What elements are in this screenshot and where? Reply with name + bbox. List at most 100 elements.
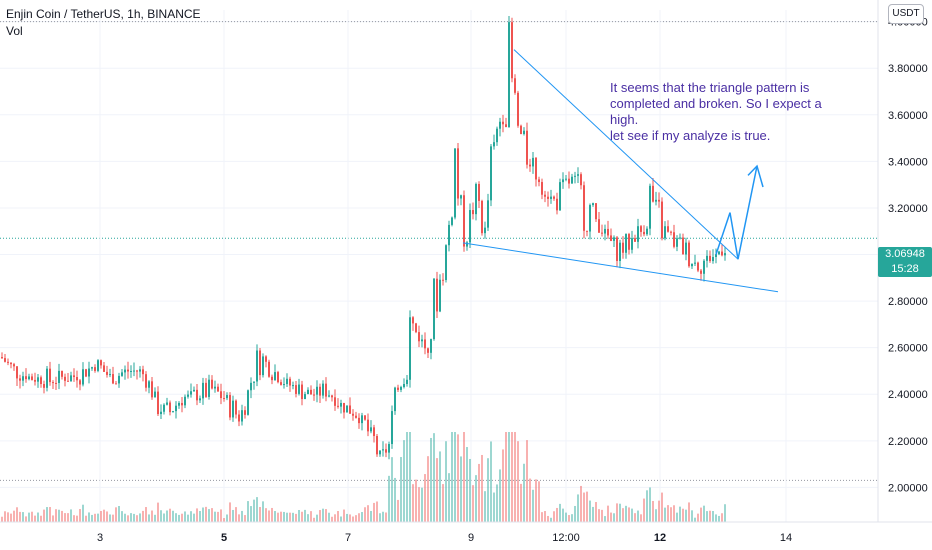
candle-body [442, 279, 444, 281]
candle-body [433, 278, 435, 340]
candle-body [121, 372, 123, 376]
candle-body [109, 374, 111, 376]
candle-body [7, 361, 9, 363]
volume-bar [601, 509, 603, 522]
candle-body [532, 157, 534, 167]
volume-bar [232, 509, 234, 522]
volume-bar [241, 510, 243, 522]
candle-body [583, 185, 585, 231]
projection-path[interactable] [715, 165, 758, 260]
volume-bar [217, 511, 219, 522]
candle-body [481, 200, 483, 234]
currency-badge[interactable]: USDT [888, 4, 924, 24]
candle-body [436, 278, 438, 312]
candle-body [622, 242, 624, 253]
candle-body [397, 387, 399, 390]
volume-bar [28, 512, 30, 522]
candle-body [229, 395, 231, 418]
volume-bar [475, 475, 477, 522]
chart-annotation-text[interactable]: It seems that the triangle pattern is co… [610, 80, 850, 144]
volume-bar [511, 432, 513, 522]
volume-bar [406, 432, 408, 522]
volume-bar [253, 499, 255, 522]
volume-bar [289, 512, 291, 522]
volume-bar [226, 514, 228, 522]
volume-bar [145, 507, 147, 522]
volume-bar [706, 511, 708, 522]
volume-bar [646, 490, 648, 522]
x-tick-label: 7 [345, 532, 351, 544]
candle-body [451, 217, 453, 225]
trendline-drawings[interactable] [462, 49, 779, 293]
candle-body [463, 195, 465, 247]
candle-body [151, 381, 153, 398]
candle-body [331, 395, 333, 398]
volume-bar [34, 515, 36, 522]
upper-trendline[interactable] [513, 49, 739, 260]
volume-bar [55, 509, 57, 522]
volume-bar [550, 517, 552, 522]
candle-body [571, 176, 573, 184]
candle-body [61, 370, 63, 377]
volume-bar [349, 514, 351, 522]
y-tick-label: 2.60000 [888, 343, 928, 355]
volume-bar [322, 508, 324, 522]
candle-body [577, 174, 579, 176]
volume-bar [319, 510, 321, 522]
candle-body [205, 382, 207, 397]
volume-bar [700, 507, 702, 522]
volume-bar [343, 509, 345, 522]
candle-body [430, 339, 432, 353]
candle-body [139, 369, 141, 372]
candle-body [1, 356, 3, 359]
volume-bar [649, 487, 651, 522]
volume-bar [505, 432, 507, 522]
volume-bar [1, 516, 3, 522]
time-axis[interactable]: 3 5 7 9 12:00 12 14 [97, 532, 792, 544]
volume-bar [556, 507, 558, 522]
x-tick-label: 14 [780, 532, 792, 544]
volume-bar [121, 511, 123, 522]
candle-body [559, 182, 561, 211]
candle-body [31, 376, 33, 380]
volume-bar [277, 512, 279, 522]
candle-body [91, 367, 93, 369]
volume-bar [16, 507, 18, 522]
volume-bar [466, 447, 468, 522]
volume-bar [292, 512, 294, 522]
candle-body [517, 92, 519, 126]
candle-body [16, 366, 18, 379]
candle-body [190, 391, 192, 395]
candle-body [22, 376, 24, 381]
volume-bar [358, 513, 360, 522]
candle-body [352, 413, 354, 416]
volume-bar [412, 484, 414, 522]
volume-bar [391, 457, 393, 522]
candle-body [145, 374, 147, 388]
candle-body [388, 444, 390, 453]
volume-bar [400, 457, 402, 522]
volume-bar [586, 491, 588, 522]
candle-body [598, 219, 600, 233]
candle-body [718, 251, 720, 255]
volume-bar [67, 513, 69, 522]
candle-body [349, 405, 351, 414]
volume-bar [46, 507, 48, 522]
volume-bar [331, 516, 333, 522]
volume-bar [523, 463, 525, 522]
volume-bar [328, 512, 330, 522]
candle-body [691, 263, 693, 267]
lower-trendline[interactable] [462, 242, 779, 293]
candle-body [133, 370, 135, 372]
volume-bar [634, 513, 636, 522]
volume-bar [610, 512, 612, 522]
volume-bar [118, 506, 120, 522]
volume-bar [625, 505, 627, 522]
volume-bar [256, 497, 258, 522]
candle-body [184, 396, 186, 406]
volume-bar [667, 505, 669, 522]
candle-body [169, 402, 171, 413]
volume-bar [568, 515, 570, 522]
volume-bar [415, 479, 417, 522]
